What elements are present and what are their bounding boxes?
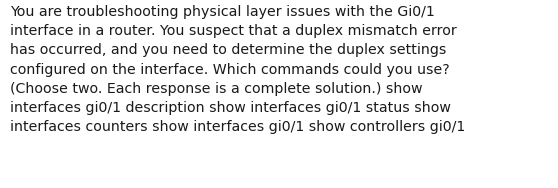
Text: You are troubleshooting physical layer issues with the Gi0/1
interface in a rout: You are troubleshooting physical layer i… <box>10 5 465 134</box>
